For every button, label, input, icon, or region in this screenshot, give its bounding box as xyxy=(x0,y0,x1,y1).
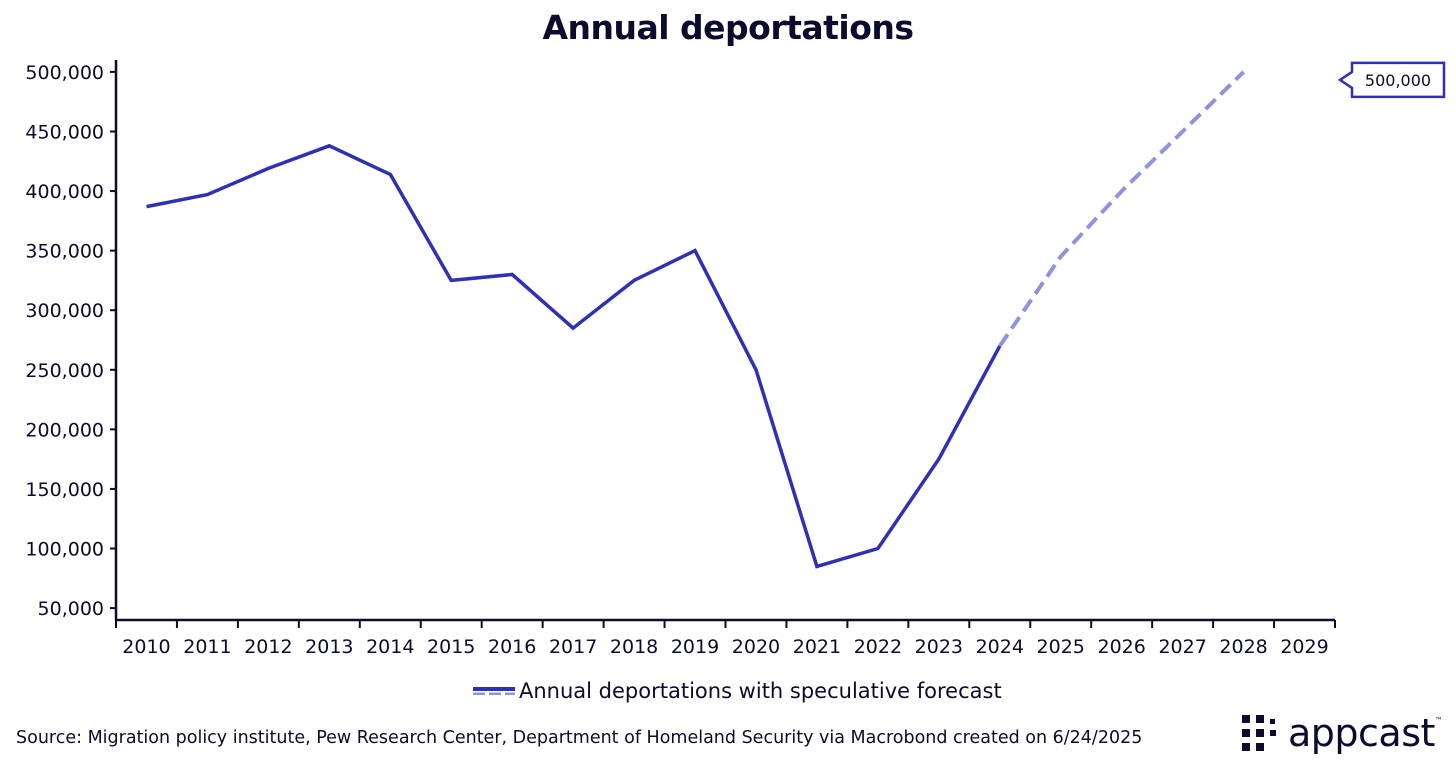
x-tick-label: 2015 xyxy=(427,636,475,658)
x-tick-label: 2021 xyxy=(793,636,841,658)
y-tick-label: 50,000 xyxy=(38,598,104,620)
series-layer xyxy=(146,70,1245,569)
annotation-label: 500,000 xyxy=(1365,71,1431,90)
x-tick-label: 2011 xyxy=(183,636,231,658)
x-tick-label: 2020 xyxy=(732,636,780,658)
x-tick-label: 2023 xyxy=(915,636,963,658)
y-tick-label: 250,000 xyxy=(25,360,104,382)
annotation-layer: 500,000 xyxy=(1337,61,1446,99)
x-tick-label: 2026 xyxy=(1097,636,1145,658)
y-tick-label: 350,000 xyxy=(25,241,104,263)
annotation-callout-box xyxy=(1337,61,1446,99)
logo-trademark: ™ xyxy=(1434,716,1443,725)
legend-swatch xyxy=(473,687,515,695)
y-tick-label: 450,000 xyxy=(25,121,104,143)
chart-title: Annual deportations xyxy=(542,8,914,47)
appcast-logo-mark-icon xyxy=(1242,715,1276,751)
legend: Annual deportations with speculative for… xyxy=(473,676,1002,706)
x-tick-label: 2019 xyxy=(671,636,719,658)
axes: 50,000 100,000 150,000 200,000 250,000 300,00… xyxy=(25,60,1336,658)
logo-wordmark: appcast xyxy=(1288,711,1435,755)
x-tick-label: 2018 xyxy=(610,636,658,658)
x-tick-label: 2014 xyxy=(366,636,414,658)
y-tick-label: 100,000 xyxy=(25,539,104,561)
x-tick-label: 2017 xyxy=(549,636,597,658)
y-tick-label: 200,000 xyxy=(25,419,104,441)
deportations-series-line xyxy=(146,143,1002,569)
x-tick-label: 2025 xyxy=(1037,636,1085,658)
x-tick-label: 2012 xyxy=(244,636,292,658)
x-tick-label: 2029 xyxy=(1280,636,1328,658)
legend-label: Annual deportations with speculative for… xyxy=(519,679,1002,703)
y-tick-label: 150,000 xyxy=(25,479,104,501)
x-tick-label: 2022 xyxy=(854,636,902,658)
x-tick-label: 2013 xyxy=(305,636,353,658)
forecast-series-line xyxy=(998,70,1245,348)
x-tick-label: 2024 xyxy=(976,636,1024,658)
y-tick-label: 400,000 xyxy=(25,181,104,203)
x-tick-label: 2028 xyxy=(1219,636,1267,658)
x-tick-label: 2027 xyxy=(1158,636,1206,658)
appcast-logo: appcast ™ xyxy=(1240,708,1443,758)
y-tick-label: 300,000 xyxy=(25,300,104,322)
source-note: Source: Migration policy institute, Pew … xyxy=(16,728,1143,748)
x-tick-label: 2010 xyxy=(122,636,170,658)
y-tick-label: 500,000 xyxy=(25,62,104,84)
x-tick-label: 2016 xyxy=(488,636,536,658)
